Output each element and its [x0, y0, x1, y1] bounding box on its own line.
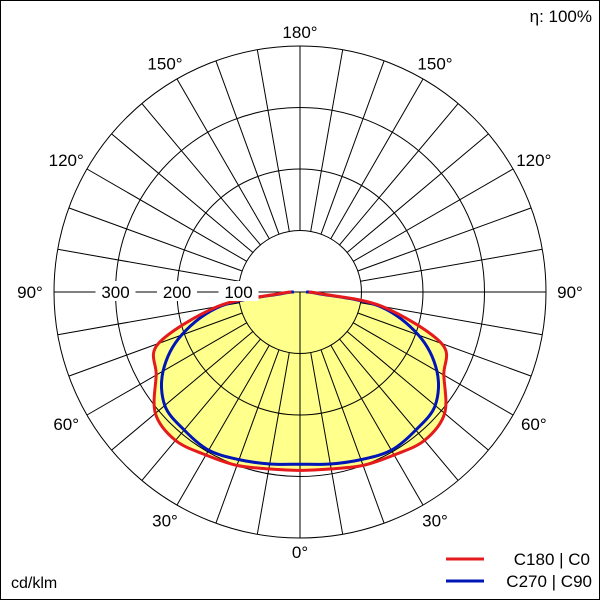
grid-spoke	[256, 352, 290, 535]
grid-spoke	[68, 207, 243, 272]
polar-grid	[53, 45, 547, 539]
angle-label-60: 60°	[53, 415, 79, 434]
grid-spoke	[360, 302, 543, 336]
angle-label-0: 0°	[292, 543, 308, 562]
grid-spoke	[215, 60, 280, 235]
grid-spoke	[353, 168, 514, 262]
legend: C180 | C0 C270 | C90	[446, 550, 592, 591]
series-curves	[151, 290, 449, 472]
grid-spoke	[357, 312, 532, 377]
grid-spoke	[357, 207, 532, 272]
grid-spoke	[176, 78, 270, 239]
legend-label-c180: C180 | C0	[514, 550, 590, 569]
tick-label-bg	[157, 281, 197, 301]
series-line-c270	[159, 290, 441, 466]
radial-tick-label: 100	[224, 283, 252, 302]
grid-spoke	[346, 133, 489, 253]
grid-spoke	[176, 345, 270, 506]
grid-spoke	[141, 103, 261, 246]
angle-label-120: 120°	[516, 151, 551, 170]
legend-label-c270: C270 | C90	[506, 572, 592, 591]
efficiency-label: η: 100%	[530, 7, 592, 26]
grid-spoke	[310, 352, 344, 535]
angle-label-60: 60°	[521, 415, 547, 434]
tick-label-bg	[95, 281, 136, 301]
grid-spoke	[57, 248, 240, 282]
grid-spoke	[310, 49, 344, 232]
angle-label-30: 30°	[422, 512, 448, 531]
grid-spoke	[320, 60, 385, 235]
grid-spoke	[86, 168, 247, 262]
grid-spoke	[256, 49, 290, 232]
grid-spoke	[111, 331, 254, 451]
grid-spoke	[141, 338, 261, 481]
grid-spoke	[339, 338, 459, 481]
angle-label-150: 150°	[147, 54, 182, 73]
angle-label-150: 150°	[417, 54, 452, 73]
tick-label-bg	[218, 281, 259, 301]
grid-spoke	[68, 312, 243, 377]
grid-spoke	[353, 322, 514, 416]
grid-spoke	[330, 78, 424, 239]
grid-spoke	[330, 345, 424, 506]
grid-labels: 100 200 300 180° 150° 150° 120° 120° 90° 90° 60° 60…	[17, 23, 583, 562]
radial-tick-label: 300	[101, 283, 129, 302]
angle-label-120: 120°	[49, 151, 84, 170]
grid-spoke	[57, 302, 240, 336]
angle-label-90: 90°	[557, 283, 583, 302]
grid-spoke	[360, 248, 543, 282]
angle-label-30: 30°	[152, 512, 178, 531]
grid-spoke	[215, 349, 280, 524]
angle-label-180: 180°	[282, 23, 317, 42]
grid-spoke	[86, 322, 247, 416]
grid-spoke	[346, 331, 489, 451]
grid-spoke	[320, 349, 385, 524]
angle-label-90: 90°	[17, 283, 43, 302]
grid-spoke	[111, 133, 254, 253]
radial-tick-label: 200	[163, 283, 191, 302]
grid-spoke	[339, 103, 459, 246]
series-line-c180	[151, 290, 449, 472]
unit-label: cd/klm	[11, 575, 57, 592]
